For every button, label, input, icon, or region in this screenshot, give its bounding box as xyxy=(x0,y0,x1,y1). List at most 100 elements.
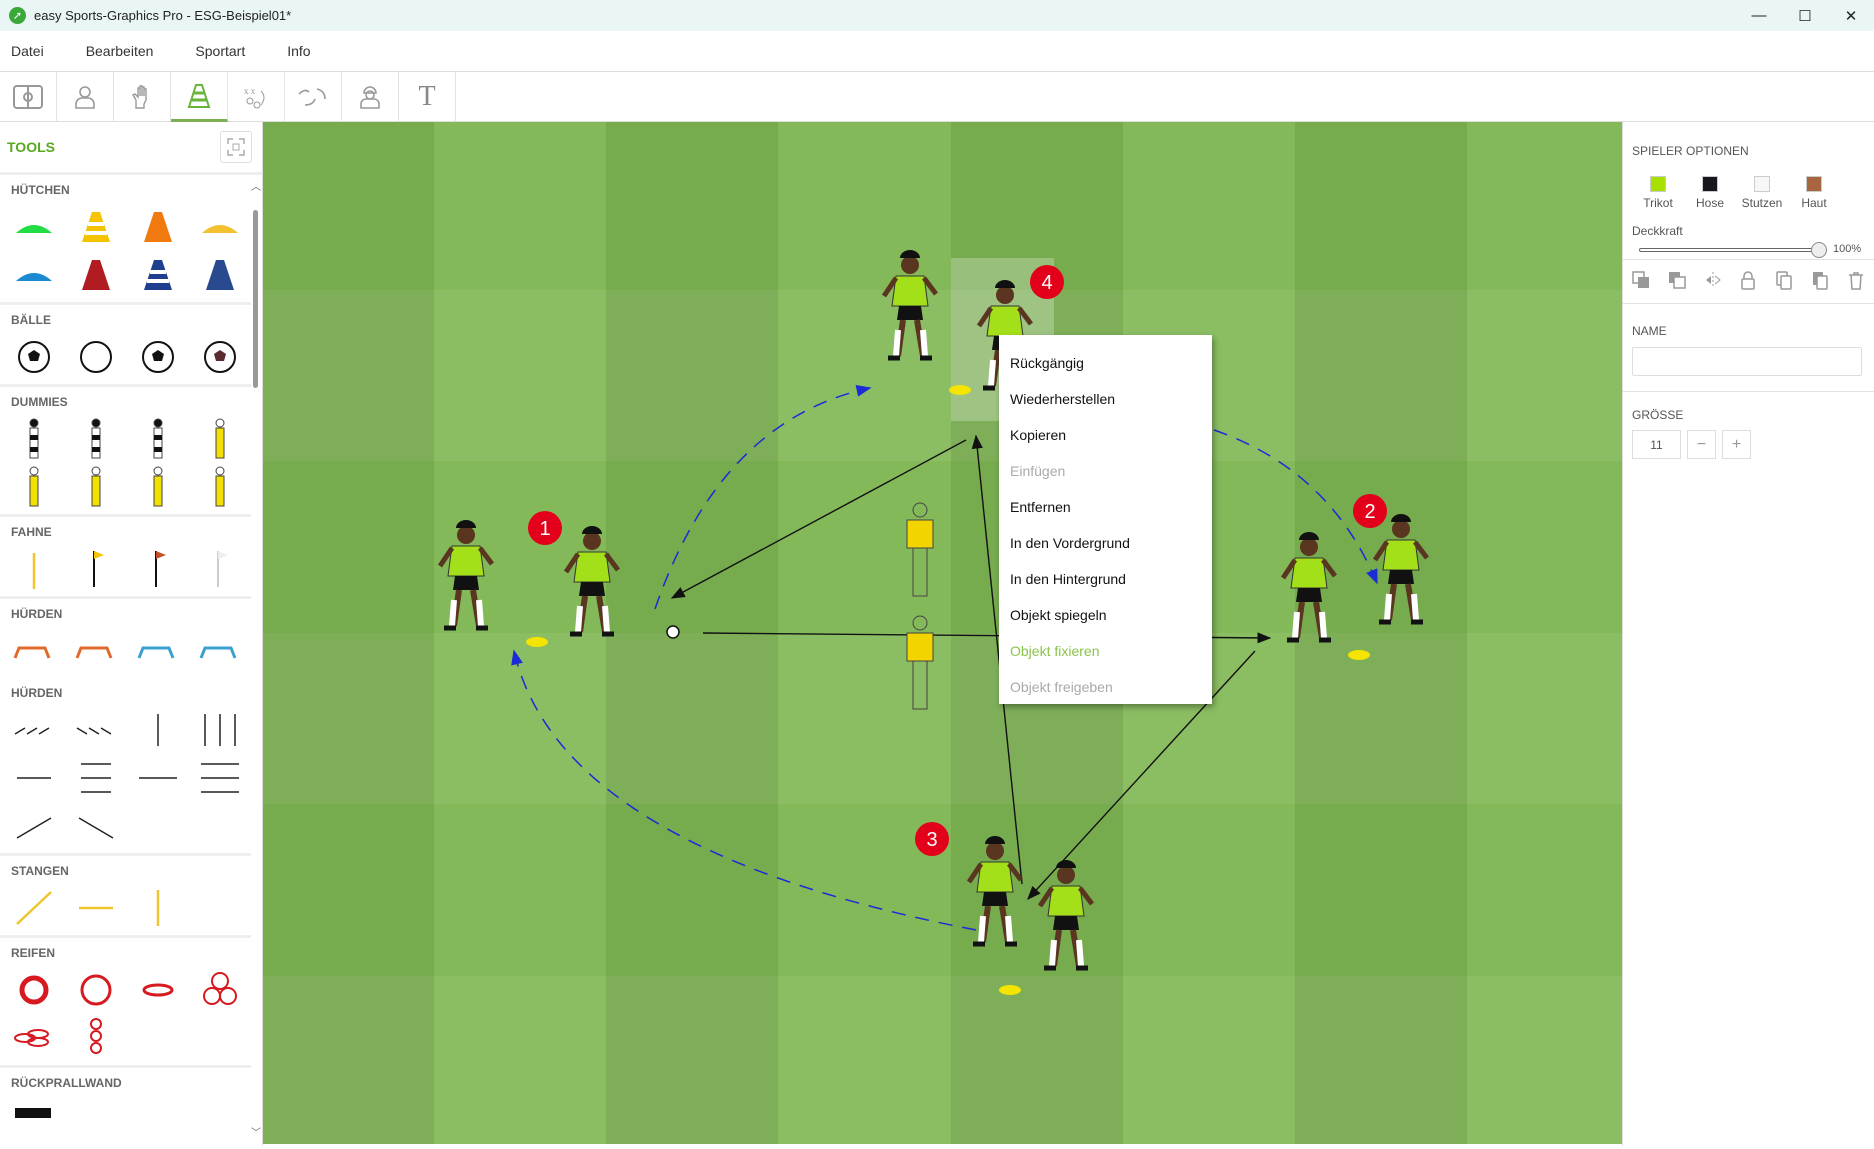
mirror-button[interactable] xyxy=(1703,270,1723,293)
tool-item-hurdle-blue-2[interactable] xyxy=(189,627,251,675)
text-tool-button[interactable]: T xyxy=(399,72,456,122)
tool-item-hurdle-orange-1[interactable] xyxy=(3,627,65,675)
context-menu-item[interactable]: Objekt fixieren xyxy=(1010,643,1100,659)
size-input[interactable]: 11 xyxy=(1632,430,1681,459)
context-menu-item[interactable]: Einfügen xyxy=(1010,463,1066,479)
context-menu-item[interactable]: In den Vordergrund xyxy=(1010,535,1130,551)
duplicate-button[interactable] xyxy=(1810,270,1830,293)
tool-item-ring-flat-three[interactable] xyxy=(3,1014,65,1062)
tool-item-dummy-yellow-4[interactable] xyxy=(127,463,189,511)
context-menu-item[interactable]: Kopieren xyxy=(1010,427,1067,443)
context-menu-item[interactable]: Entfernen xyxy=(1010,499,1071,515)
tool-item-ring-thick[interactable] xyxy=(3,966,65,1014)
tool-item-ball-classic[interactable] xyxy=(127,333,189,381)
tool-item-hurdle-diag1[interactable] xyxy=(3,802,65,850)
tool-item-ring-flat[interactable] xyxy=(127,966,189,1014)
tool-item-dummy-black-2[interactable] xyxy=(65,415,127,463)
lock-button[interactable] xyxy=(1738,270,1758,293)
tool-item-pole-v[interactable] xyxy=(127,884,189,932)
tool-item-cone-yellow-white[interactable] xyxy=(65,203,127,251)
opacity-slider[interactable]: 100% xyxy=(1639,240,1874,260)
tool-item-hurdle-low1[interactable] xyxy=(127,754,189,802)
maximize-button[interactable]: ☐ xyxy=(1798,7,1812,25)
tool-item-flag-yellow-pole[interactable] xyxy=(3,545,65,593)
scroll-up-icon[interactable]: ︿ xyxy=(251,182,261,193)
tool-item-flag-white[interactable] xyxy=(189,545,251,593)
tool-item-ring-three[interactable] xyxy=(189,966,251,1014)
tool-item-hurdle-h3[interactable] xyxy=(65,754,127,802)
tool-item-rebound-wall[interactable] xyxy=(3,1096,65,1120)
tool-item-cone-blue[interactable] xyxy=(189,251,251,299)
tool-item-disc-green[interactable] xyxy=(3,203,65,251)
color-option-hose[interactable]: Hose xyxy=(1684,176,1736,210)
context-menu-item[interactable]: Objekt freigeben xyxy=(1010,679,1113,695)
expand-button[interactable] xyxy=(220,131,252,163)
tool-item-ball-1[interactable] xyxy=(3,333,65,381)
close-button[interactable]: ✕ xyxy=(1844,7,1858,25)
tool-item-hurdle-orange-2[interactable] xyxy=(65,627,127,675)
menu-bearbeiten[interactable]: Bearbeiten xyxy=(85,43,154,59)
color-option-trikot[interactable]: Trikot xyxy=(1632,176,1684,210)
context-menu-item[interactable]: In den Hintergrund xyxy=(1010,571,1126,587)
tool-item-hurdle-row-2[interactable] xyxy=(65,706,127,754)
menu-info[interactable]: Info xyxy=(287,43,311,59)
tool-item-dummy-black-1[interactable] xyxy=(3,415,65,463)
tool-item-hurdle-diag2[interactable] xyxy=(65,802,127,850)
color-option-haut[interactable]: Haut xyxy=(1788,176,1840,210)
paths-tool-button[interactable] xyxy=(285,72,342,122)
tool-item-disc-yellow[interactable] xyxy=(189,203,251,251)
color-swatch[interactable] xyxy=(1702,176,1718,192)
tool-item-ring-stack[interactable] xyxy=(65,1014,127,1062)
trash-button[interactable] xyxy=(1846,270,1866,293)
tool-item-pole-h[interactable] xyxy=(65,884,127,932)
menu-datei[interactable]: Datei xyxy=(11,43,44,59)
goalkeeper-tool-button[interactable] xyxy=(114,72,171,122)
tool-item-hurdle-blue-1[interactable] xyxy=(127,627,189,675)
tool-item-dummy-yellow-1[interactable] xyxy=(189,415,251,463)
slider-knob[interactable] xyxy=(1811,242,1827,258)
menu-sportart[interactable]: Sportart xyxy=(195,43,246,59)
bring-forward-button[interactable] xyxy=(1631,270,1651,293)
tool-item-hurdle-low3[interactable] xyxy=(189,754,251,802)
size-increase-button[interactable]: + xyxy=(1722,430,1751,459)
color-option-stutzen[interactable]: Stutzen xyxy=(1736,176,1788,210)
pitch-svg[interactable]: 1 2 3 4 xyxy=(263,122,1622,1144)
scrollbar-thumb[interactable] xyxy=(253,210,258,388)
tool-item-dummy-yellow-5[interactable] xyxy=(189,463,251,511)
name-input[interactable] xyxy=(1632,347,1862,376)
tool-item-dummy-yellow-2[interactable] xyxy=(3,463,65,511)
copy-button[interactable] xyxy=(1774,270,1794,293)
tool-item-flag-corner[interactable] xyxy=(65,545,127,593)
color-swatch[interactable] xyxy=(1754,176,1770,192)
player-tool-button[interactable] xyxy=(57,72,114,122)
context-menu-item[interactable]: Rückgängig xyxy=(1010,355,1084,371)
tool-item-pole-diag[interactable] xyxy=(3,884,65,932)
size-decrease-button[interactable]: − xyxy=(1687,430,1716,459)
tool-item-dummy-black-3[interactable] xyxy=(127,415,189,463)
context-menu-item[interactable]: Wiederherstellen xyxy=(1010,391,1116,407)
tool-item-ring[interactable] xyxy=(65,966,127,1014)
color-swatch[interactable] xyxy=(1806,176,1822,192)
tool-item-hurdle-row-1[interactable] xyxy=(3,706,65,754)
tool-item-hurdle-h1[interactable] xyxy=(3,754,65,802)
tool-item-hurdle-v3[interactable] xyxy=(189,706,251,754)
coach-tool-button[interactable] xyxy=(342,72,399,122)
minimize-button[interactable]: — xyxy=(1751,7,1767,24)
tactics-tool-button[interactable]: x x xyxy=(228,72,285,122)
tool-item-cone-blue-white[interactable] xyxy=(127,251,189,299)
tool-item-flag-orange[interactable] xyxy=(127,545,189,593)
cone-tool-button[interactable] xyxy=(171,72,228,122)
send-backward-button[interactable] xyxy=(1667,270,1687,293)
color-swatch[interactable] xyxy=(1650,176,1666,192)
tool-item-ball-dark[interactable] xyxy=(189,333,251,381)
tool-item-cone-orange[interactable] xyxy=(127,203,189,251)
tool-item-dummy-yellow-3[interactable] xyxy=(65,463,127,511)
tool-item-cone-red[interactable] xyxy=(65,251,127,299)
sidebar-scrollbar[interactable]: ︿ ﹀ xyxy=(251,182,261,1146)
scroll-down-icon[interactable]: ﹀ xyxy=(251,1128,261,1139)
field-tool-button[interactable] xyxy=(0,72,57,122)
tool-item-disc-blue[interactable] xyxy=(3,251,65,299)
tool-item-hurdle-v1[interactable] xyxy=(127,706,189,754)
tool-item-ball-white[interactable] xyxy=(65,333,127,381)
pitch-canvas[interactable]: 1 2 3 4 xyxy=(263,122,1622,1144)
